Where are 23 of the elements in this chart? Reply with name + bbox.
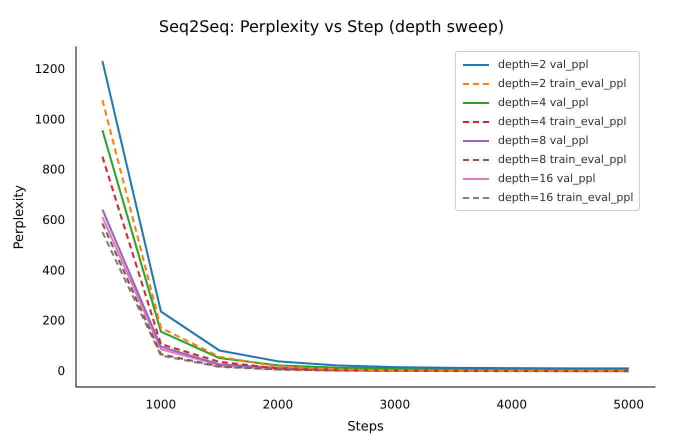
- y-tick-label: 600: [42, 213, 66, 227]
- x-tick-label: 3000: [380, 397, 410, 412]
- x-axis-title: Steps: [347, 420, 384, 435]
- y-tick-label: 1200: [34, 62, 66, 76]
- legend-label: depth=8 train_eval_ppl: [498, 153, 626, 166]
- x-tick-label: 1000: [146, 397, 176, 412]
- legend-label: depth=4 val_ppl: [498, 96, 589, 110]
- x-tick-label: 4000: [496, 397, 528, 412]
- chart-title: Seq2Seq: Perplexity vs Step (depth sweep): [158, 16, 504, 36]
- legend-label: depth=8 val_ppl: [498, 134, 589, 148]
- y-tick-label: 400: [42, 263, 66, 278]
- legend-label: depth=2 train_eval_ppl: [498, 77, 626, 90]
- legend-label: depth=16 val_ppl: [498, 172, 596, 186]
- x-tick-label: 2000: [262, 397, 294, 412]
- y-tick-label: 800: [42, 162, 66, 177]
- y-tick-label: 1000: [34, 112, 66, 126]
- y-tick-label: 200: [42, 314, 66, 328]
- legend-label: depth=16 train_eval_ppl: [498, 191, 634, 204]
- y-axis-title: Perplexity: [12, 184, 28, 250]
- x-tick-label: 5000: [613, 397, 644, 412]
- legend-label: depth=4 train_eval_ppl: [498, 115, 626, 128]
- y-tick-label: 0: [58, 364, 66, 378]
- legend-label: depth=2 val_ppl: [498, 58, 589, 72]
